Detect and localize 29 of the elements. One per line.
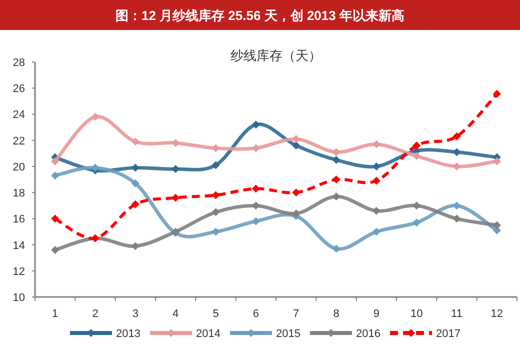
subtitle: 纱线库存（天） bbox=[230, 48, 322, 63]
x-tick-label: 2 bbox=[92, 308, 98, 320]
x-tick-label: 10 bbox=[410, 308, 423, 320]
x-tick-label: 11 bbox=[451, 308, 462, 320]
x-tick-label: 8 bbox=[333, 308, 340, 320]
legend-label: 2015 bbox=[276, 328, 300, 340]
legend-label: 2017 bbox=[436, 328, 460, 340]
x-tick-label: 9 bbox=[373, 308, 380, 320]
x-tick-label: 12 bbox=[490, 308, 504, 320]
y-tick-label: 26 bbox=[12, 83, 25, 96]
legend-label: 2014 bbox=[196, 328, 220, 340]
y-tick-label: 20 bbox=[12, 161, 25, 174]
x-tick-label: 3 bbox=[132, 308, 138, 320]
legend-label: 2016 bbox=[356, 328, 380, 340]
y-tick-label: 12 bbox=[12, 266, 25, 278]
y-tick-label: 22 bbox=[12, 135, 25, 148]
legend-label: 2013 bbox=[116, 328, 140, 340]
x-tick-label: 1 bbox=[52, 308, 58, 320]
y-tick-label: 10 bbox=[12, 292, 25, 304]
y-tick-label: 28 bbox=[12, 57, 25, 69]
y-tick-label: 24 bbox=[12, 109, 25, 122]
y-tick-label: 14 bbox=[12, 240, 25, 252]
title: 图：12 月纱线库存 25.56 天，创 2013 年以来新高 bbox=[116, 8, 404, 23]
y-tick-label: 16 bbox=[12, 214, 25, 226]
x-tick-label: 5 bbox=[212, 308, 219, 320]
x-tick-label: 7 bbox=[293, 308, 300, 320]
x-tick-label: 6 bbox=[252, 308, 259, 320]
y-tick-label: 18 bbox=[12, 188, 25, 200]
x-tick-label: 4 bbox=[172, 308, 179, 320]
